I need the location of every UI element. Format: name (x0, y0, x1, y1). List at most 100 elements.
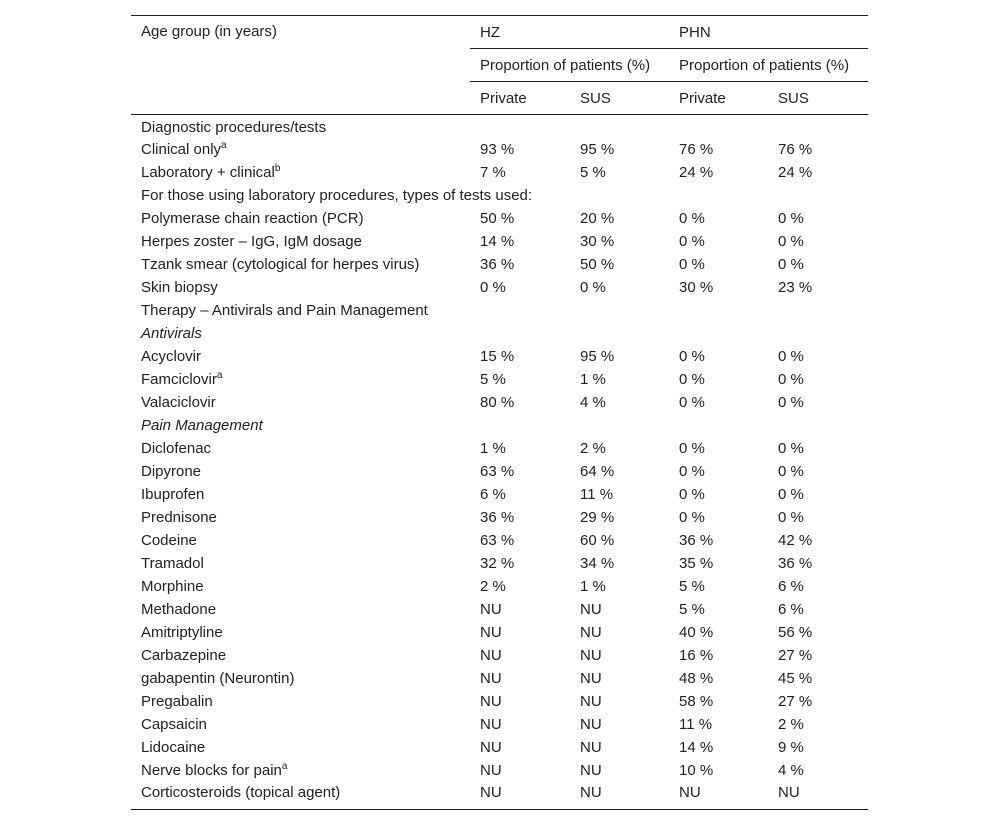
label-text: Nerve blocks for pain (141, 761, 282, 779)
cell: NU (480, 738, 502, 756)
label-text: Pain Management (141, 416, 263, 434)
cell: NU (580, 669, 602, 687)
row-label: Clinical onlya (131, 138, 470, 161)
corner-header: Age group (in years) (131, 15, 470, 115)
table-body: Diagnostic procedures/tests Clinical only… (131, 115, 868, 810)
row-label: Morphine (131, 575, 470, 598)
cell: 9 % (778, 738, 804, 756)
cell: 0 % (679, 347, 705, 365)
cell: 5 % (679, 600, 705, 618)
cell: 76 % (679, 140, 714, 158)
cell: 0 % (679, 232, 705, 250)
row-label: Valaciclovir (131, 391, 470, 414)
column-header: Private (470, 81, 570, 115)
cell: 0 % (778, 439, 804, 457)
cell: 0 % (679, 439, 705, 457)
cell: 5 % (580, 163, 606, 181)
label-text: Corticosteroids (topical agent) (141, 783, 341, 801)
cell: NU (580, 738, 602, 756)
cell: 40 % (679, 623, 714, 641)
section-row: Antivirals (131, 322, 868, 345)
cell: 42 % (778, 531, 813, 549)
cell: 0 % (679, 393, 705, 411)
footnote-mark: a (221, 139, 227, 151)
cell: 36 % (679, 531, 714, 549)
cell: 0 % (778, 209, 804, 227)
label-text: Clinical only (141, 140, 222, 158)
row-label: Capsaicin (131, 713, 470, 736)
cell: NU (480, 623, 502, 641)
table-row: Laboratory + clinicalb 7 % 5 % 24 % 24 % (131, 161, 868, 184)
cell: 50 % (480, 209, 515, 227)
label-text: Tramadol (141, 554, 204, 572)
cell: 0 % (778, 508, 804, 526)
cell: 29 % (580, 508, 615, 526)
cell: NU (480, 715, 502, 733)
label-text: Capsaicin (141, 715, 207, 733)
cell: 0 % (679, 209, 705, 227)
cell: NU (580, 646, 602, 664)
cell: 2 % (580, 439, 606, 457)
cell: 0 % (679, 508, 705, 526)
header-row: Proportion of patients (%) Proportion of … (131, 48, 869, 82)
label-text: Codeine (141, 531, 197, 549)
label-text: Lidocaine (141, 738, 206, 756)
label-text: gabapentin (Neurontin) (141, 669, 295, 687)
cell: 0 % (580, 278, 606, 296)
row-label: Pain Management (131, 414, 868, 437)
cell: 14 % (679, 738, 714, 756)
row-label: Antivirals (131, 322, 868, 345)
cell: 11 % (679, 715, 713, 733)
section-row: For those using laboratory procedures, t… (131, 184, 868, 207)
cell: 63 % (480, 462, 515, 480)
table-row: gabapentin (Neurontin) NU NU 48 % 45 % (131, 667, 868, 690)
label-text: Therapy – Antivirals and Pain Management (141, 301, 428, 319)
cell: 10 % (679, 761, 714, 779)
table-row: Morphine 2 % 1 % 5 % 6 % (131, 575, 868, 598)
cell: NU (480, 600, 502, 618)
row-label: Laboratory + clinicalb (131, 161, 470, 184)
cell: NU (480, 692, 502, 710)
section-row: Diagnostic procedures/tests (131, 115, 868, 138)
row-label: Acyclovir (131, 345, 470, 368)
cell: 35 % (679, 554, 714, 572)
cell: 95 % (580, 140, 615, 158)
table-row: Corticosteroids (topical agent) NU NU NU NU (131, 782, 868, 810)
cell: 20 % (580, 209, 615, 227)
cell: 24 % (778, 163, 813, 181)
cell: 63 % (480, 531, 515, 549)
table-row: Amitriptyline NU NU 40 % 56 % (131, 621, 868, 644)
header-row: Age group (in years) HZ PHN (131, 15, 869, 115)
row-label: Prednisone (131, 506, 470, 529)
cell: 80 % (480, 393, 515, 411)
cell: 50 % (580, 255, 615, 273)
label-text: Pregabalin (141, 692, 213, 710)
label-text: Dipyrone (141, 462, 202, 480)
cell: 0 % (778, 393, 804, 411)
cell: 0 % (778, 232, 804, 250)
table-row: Acyclovir 15 % 95 % 0 % 0 % (131, 345, 868, 368)
cell: 76 % (778, 140, 813, 158)
column-header: SUS (768, 81, 869, 115)
cell: 6 % (778, 577, 804, 595)
cell: 11 % (580, 485, 614, 503)
label-text: Skin biopsy (141, 278, 218, 296)
cell: 0 % (679, 485, 705, 503)
subgroup-header: Proportion of patients (%) (669, 48, 869, 82)
table-row: Codeine 63 % 60 % 36 % 42 % (131, 529, 868, 552)
cell: NU (778, 783, 800, 801)
row-label: Diclofenac (131, 437, 470, 460)
row-label: Herpes zoster – IgG, IgM dosage (131, 230, 470, 253)
table-row: Pregabalin NU NU 58 % 27 % (131, 690, 868, 713)
row-label: Pregabalin (131, 690, 470, 713)
table-row: Famciclovira 5 % 1 % 0 % 0 % (131, 368, 868, 391)
cell: 30 % (580, 232, 615, 250)
cell: 1 % (580, 370, 606, 388)
row-label: gabapentin (Neurontin) (131, 667, 470, 690)
table-row: Skin biopsy 0 % 0 % 30 % 23 % (131, 276, 868, 299)
row-label: For those using laboratory procedures, t… (131, 184, 868, 207)
table-row: Herpes zoster – IgG, IgM dosage 14 % 30 % 0… (131, 230, 868, 253)
row-label: Diagnostic procedures/tests (131, 115, 868, 138)
cell: 0 % (480, 278, 506, 296)
subgroup-header: Proportion of patients (%) (470, 48, 669, 82)
